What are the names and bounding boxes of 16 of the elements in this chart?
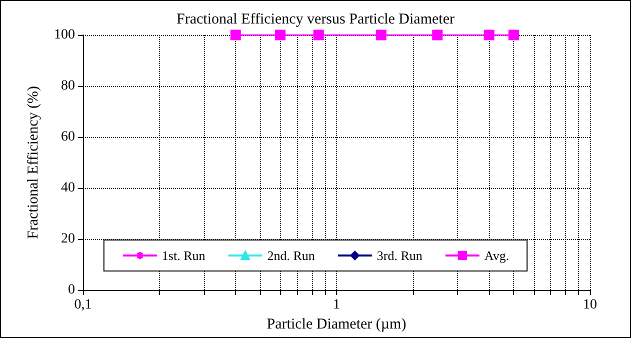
y-tick-label: 100 [54, 28, 75, 42]
x-tick-label: 1 [333, 298, 340, 312]
y-tick-label: 0 [68, 282, 75, 298]
chart-title: Fractional Efficiency versus Particle Diameter [176, 12, 454, 28]
legend-label: Avg. [484, 248, 510, 263]
y-tick-label: 40 [61, 180, 75, 196]
legend-label: 2nd. Run [267, 248, 316, 263]
y-tick-label: 60 [61, 130, 75, 144]
x-tick-label: 10 [583, 298, 597, 312]
legend-label: 3rd. Run [376, 248, 423, 263]
y-tick-label: 80 [61, 78, 75, 94]
x-tick-label: 0,1 [74, 298, 92, 312]
legend-label: 1st. Run [162, 248, 206, 263]
x-axis-title: Particle Diameter (µm) [266, 316, 406, 332]
y-tick-label: 20 [61, 232, 75, 246]
y-axis-title: Fractional Efficiency (%) [26, 86, 42, 239]
